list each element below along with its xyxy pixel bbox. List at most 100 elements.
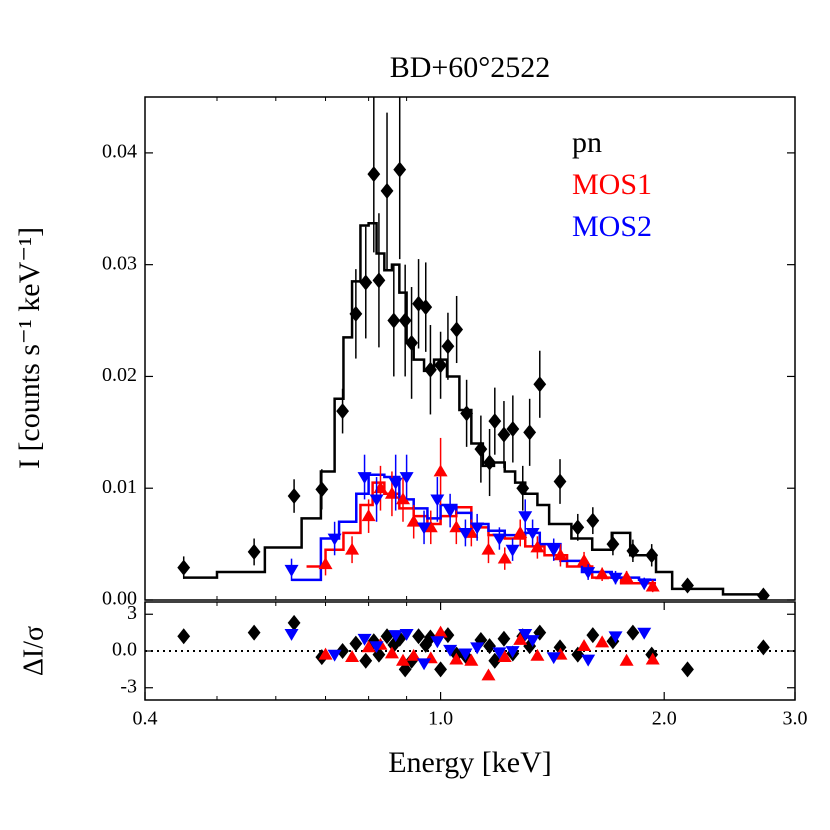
data-point <box>393 161 407 178</box>
data-point <box>571 519 585 536</box>
data-point <box>434 357 447 374</box>
data-point <box>441 627 455 644</box>
data-point <box>380 182 394 199</box>
data-point <box>406 648 421 661</box>
data-point <box>443 505 458 518</box>
data-point <box>443 644 458 657</box>
data-point <box>523 424 537 441</box>
data-point <box>399 472 414 485</box>
data-point <box>608 631 623 644</box>
plot-area <box>177 614 770 681</box>
data-point <box>525 528 540 540</box>
data-point <box>513 632 528 645</box>
data-point <box>681 577 694 594</box>
data-point <box>423 520 438 533</box>
data-point <box>756 639 770 656</box>
y-tick-label: -3 <box>120 675 137 697</box>
data-point <box>357 633 372 646</box>
data-point <box>470 522 485 535</box>
data-point <box>405 334 418 351</box>
data-point <box>419 636 433 653</box>
data-point <box>546 652 561 665</box>
x-tick-label: 3.0 <box>783 708 808 730</box>
data-point <box>483 454 496 471</box>
data-point <box>470 642 485 655</box>
y-tick-label: 0.03 <box>102 252 137 274</box>
y-tick-label: 0.0 <box>112 639 137 661</box>
data-point <box>518 511 533 524</box>
data-point <box>608 572 623 585</box>
data-point <box>553 548 568 561</box>
data-point <box>553 473 567 490</box>
data-point <box>586 512 600 529</box>
y-tick-label: 0.04 <box>102 140 137 162</box>
data-point <box>349 305 363 322</box>
data-point <box>424 361 437 378</box>
data-point <box>497 650 512 663</box>
data-point <box>315 481 329 498</box>
data-point <box>388 477 403 490</box>
data-point <box>327 533 342 546</box>
data-point <box>177 559 191 576</box>
data-point <box>577 553 592 566</box>
data-point <box>595 567 610 580</box>
data-point <box>637 627 652 640</box>
data-point <box>505 646 520 658</box>
legend-entry: MOS2 <box>572 210 652 243</box>
model-step <box>291 473 657 582</box>
y-tick-label: 0.01 <box>102 476 137 498</box>
x-tick-label: 2.0 <box>652 708 677 730</box>
residual-axis-label: ΔI/σ <box>18 626 49 676</box>
data-point <box>488 413 502 430</box>
data-point <box>369 494 384 507</box>
data-point <box>645 652 660 665</box>
data-point <box>247 624 261 641</box>
data-point <box>441 338 455 355</box>
data-point <box>399 628 414 641</box>
data-point <box>359 274 373 291</box>
data-point <box>497 551 512 564</box>
model-step <box>306 481 657 585</box>
data-point <box>361 640 376 653</box>
data-point <box>497 426 511 443</box>
data-point <box>474 441 488 458</box>
data-point <box>327 649 342 662</box>
data-point <box>395 492 410 505</box>
data-point <box>474 631 488 648</box>
x-tick-label: 0.4 <box>133 708 158 730</box>
data-point <box>619 653 634 666</box>
plot-frame <box>144 96 796 601</box>
data-point <box>626 542 640 559</box>
data-point <box>287 614 301 631</box>
data-point <box>450 321 464 338</box>
data-point <box>492 533 507 546</box>
data-point <box>637 578 652 591</box>
data-point <box>516 480 530 497</box>
data-point <box>645 547 659 564</box>
data-point <box>483 638 496 655</box>
data-point <box>430 494 445 507</box>
data-point <box>359 652 373 669</box>
data-point <box>756 587 770 600</box>
data-point <box>460 405 474 422</box>
plot-area <box>177 97 770 600</box>
data-point <box>349 635 363 652</box>
data-point <box>367 166 381 183</box>
data-point <box>417 522 432 535</box>
data-point <box>513 525 528 538</box>
data-point <box>518 628 533 641</box>
data-point <box>577 639 592 651</box>
data-point <box>505 544 520 557</box>
data-point <box>372 272 386 289</box>
data-point <box>530 648 545 661</box>
data-point <box>357 472 372 485</box>
data-point <box>433 625 448 638</box>
data-point <box>645 579 660 592</box>
data-point <box>464 653 479 666</box>
data-point <box>380 628 394 645</box>
data-point <box>681 661 694 678</box>
data-point <box>424 629 437 646</box>
y-tick-label: 0.00 <box>102 588 137 610</box>
y-axis-label: I [counts s⁻¹ keV⁻¹] <box>13 227 46 469</box>
data-point <box>336 403 349 420</box>
